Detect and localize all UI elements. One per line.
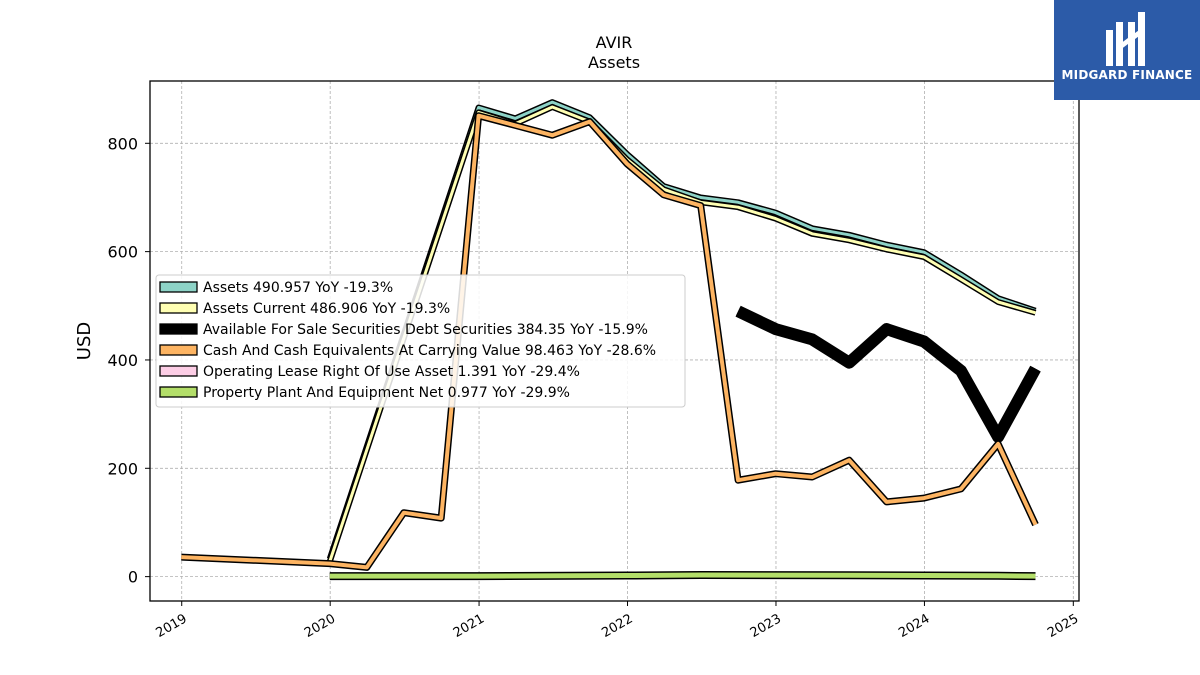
- legend-label: Property Plant And Equipment Net 0.977 Y…: [203, 385, 570, 401]
- legend-item: Operating Lease Right Of Use Asset 1.391…: [159, 364, 580, 380]
- series-3: [181, 112, 1039, 571]
- chart-subtitle: Assets: [588, 53, 640, 72]
- series-5: [329, 571, 1036, 581]
- y-axis-label: USD: [74, 322, 95, 360]
- legend-label: Available For Sale Securities Debt Secur…: [203, 322, 648, 338]
- brand-logo: MIDGARD FINANCE: [1054, 0, 1200, 100]
- series-line: [736, 307, 1040, 442]
- legend-swatch: [159, 302, 198, 314]
- y-axis: 0 200 400 600 800: [107, 134, 150, 587]
- series-layer: [181, 99, 1041, 581]
- legend-swatch: [159, 344, 198, 356]
- chart-title: AVIR: [596, 33, 633, 52]
- y-tick-label: 0: [128, 568, 138, 587]
- series-0: [326, 99, 1037, 560]
- series-line: [181, 113, 1038, 570]
- series-line: [329, 572, 1036, 579]
- legend-box: [155, 274, 686, 408]
- brand-logo-mark-icon: [1106, 12, 1145, 66]
- legend-swatch: [159, 323, 198, 335]
- y-tick-label: 600: [107, 243, 138, 262]
- legend-item: Cash And Cash Equivalents At Carrying Va…: [159, 343, 656, 359]
- legend-item: Property Plant And Equipment Net 0.977 Y…: [159, 385, 570, 401]
- legend-item: Assets 490.957 YoY -19.3%: [159, 280, 393, 296]
- legend-label: Operating Lease Right Of Use Asset 1.391…: [203, 364, 580, 380]
- series-line: [328, 105, 1036, 562]
- legend-item: Assets Current 486.906 YoY -19.3%: [159, 301, 450, 317]
- legend-swatch: [159, 386, 198, 398]
- brand-logo-text: MIDGARD FINANCE: [1061, 68, 1193, 82]
- y-tick-label: 800: [107, 134, 138, 153]
- legend-swatch: [159, 365, 198, 377]
- series-1: [326, 104, 1037, 563]
- legend-label: Assets Current 486.906 YoY -19.3%: [203, 301, 450, 317]
- legend: Assets 490.957 YoY -19.3% Assets Current …: [155, 274, 686, 408]
- y-tick-label: 200: [107, 459, 138, 478]
- legend-item: Available For Sale Securities Debt Secur…: [159, 322, 648, 338]
- y-tick-label: 400: [107, 351, 138, 370]
- series-line: [328, 100, 1036, 560]
- series-2: [735, 305, 1041, 443]
- legend-label: Assets 490.957 YoY -19.3%: [203, 280, 393, 296]
- legend-swatch: [159, 281, 198, 293]
- legend-label: Cash And Cash Equivalents At Carrying Va…: [203, 343, 656, 359]
- plot-frame: [149, 80, 1080, 602]
